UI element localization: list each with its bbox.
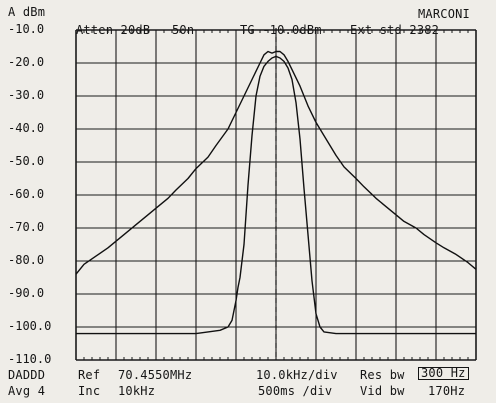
reference-unit-label: A dBm <box>8 5 46 19</box>
spectrum-trace-2 <box>76 55 476 335</box>
video-bandwidth-value: 170Hz <box>428 384 466 398</box>
y-tick-label: -60.0 <box>8 187 45 201</box>
plot-traces <box>75 50 477 335</box>
y-tick-label: -100.0 <box>8 319 52 333</box>
y-tick-label: -110.0 <box>8 352 52 366</box>
y-tick-label: -70.0 <box>8 220 45 234</box>
reference-label: Ref <box>78 368 101 382</box>
y-tick-label: -80.0 <box>8 253 45 267</box>
increment-label: Inc <box>78 384 101 398</box>
y-tick-label: -40.0 <box>8 121 45 135</box>
marker-indicators: DADDD <box>8 368 46 382</box>
y-tick-label: -90.0 <box>8 286 45 300</box>
y-tick-label: -10.0 <box>8 22 45 36</box>
resolution-bandwidth-value: 300 Hz <box>418 367 469 380</box>
y-tick-label: -50.0 <box>8 154 45 168</box>
y-tick-label: -30.0 <box>8 88 45 102</box>
average-label: Avg 4 <box>8 384 46 398</box>
spectrum-trace-1 <box>75 50 477 275</box>
sweep-time-label: 500ms /div <box>258 384 333 398</box>
video-bandwidth-label: Vid bw <box>360 384 405 398</box>
brand-label: MARCONI <box>418 7 470 21</box>
reference-frequency-value: 70.4550MHz <box>118 368 193 382</box>
y-tick-label: -20.0 <box>8 55 45 69</box>
resolution-bandwidth-label: Res bw <box>360 368 405 382</box>
increment-value: 10kHz <box>118 384 156 398</box>
plot-grid <box>75 28 477 361</box>
span-per-division-label: 10.0kHz/div <box>256 368 338 382</box>
